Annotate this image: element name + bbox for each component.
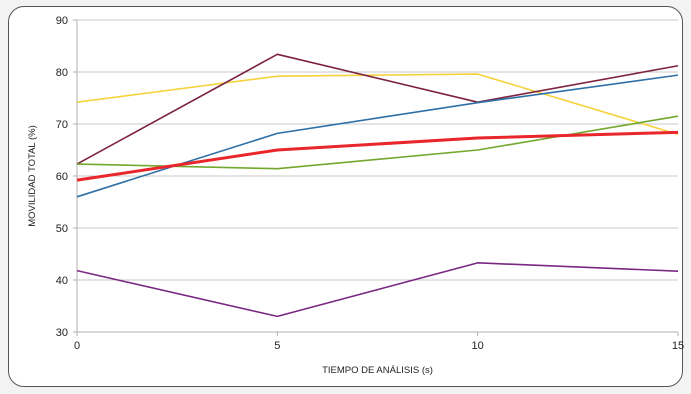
x-tick-label: 15 [672, 340, 684, 352]
gridlines [77, 19, 678, 281]
y-tick-label: 50 [56, 223, 68, 235]
series-lines [76, 53, 679, 318]
x-tick-label: 0 [74, 340, 80, 352]
y-axis-label: MOVILIDAD TOTAL (%) [27, 125, 38, 227]
y-tick-label: 80 [56, 67, 68, 79]
x-tick-label: 10 [472, 340, 484, 352]
x-axis-ticks: 0 5 10 15 [74, 332, 684, 352]
y-axis-ticks: 30 40 50 60 70 80 90 [56, 15, 77, 339]
series-line-6 [76, 262, 679, 318]
y-tick-label: 90 [56, 15, 68, 27]
y-tick-label: 70 [56, 119, 68, 131]
x-axis-label: TIEMPO DE ANÁLISIS (s) [322, 365, 433, 376]
y-tick-label: 40 [56, 275, 68, 287]
chart-frame [8, 6, 683, 387]
series-line-5 [76, 130, 679, 182]
x-tick-label: 5 [274, 340, 280, 352]
series-line-1 [76, 73, 679, 136]
series-line-2 [76, 53, 679, 165]
y-tick-label: 60 [56, 171, 68, 183]
y-tick-label: 30 [56, 327, 68, 339]
